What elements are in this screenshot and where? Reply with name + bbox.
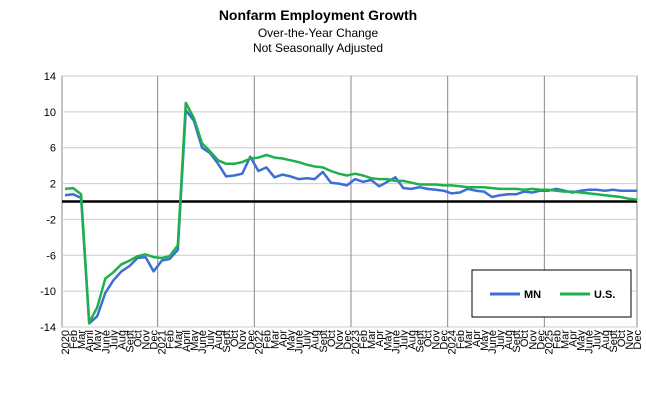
x-tick-label: Feb [551,330,563,349]
x-tick-label: June [487,330,499,354]
y-tick-label: 2 [50,179,56,191]
y-tick-label: 6 [50,143,56,155]
y-tick-label: -14 [40,322,56,334]
x-tick-label: Feb [165,330,177,349]
y-tick-label: -2 [46,214,56,226]
x-tick-label: Sept [511,330,523,353]
x-tick-label: Oct [229,330,241,347]
x-tick-label: Feb [455,330,467,349]
y-tick-label: -10 [40,286,56,298]
x-tick-label: July [205,330,217,350]
x-tick-label: Nov [237,330,249,350]
x-tick-label: Oct [616,330,628,347]
x-tick-label: May [92,330,104,351]
y-tick-label: -6 [46,250,56,262]
x-tick-label: Nov [334,330,346,350]
chart-title: Nonfarm Employment Growth [219,7,417,23]
x-tick-label: Dec [535,330,547,350]
x-tick-label: April [84,330,96,352]
x-tick-label: Nov [141,330,153,350]
x-tick-label: May [576,330,588,351]
x-tick-label: June [197,330,209,354]
legend-label: MN [524,289,541,301]
x-tick-label: Sept [318,330,330,353]
x-tick-label: Feb [261,330,273,349]
x-tick-label: Nov [624,330,636,350]
x-tick-label: May [189,330,201,351]
x-tick-label: Apr [471,330,483,347]
x-tick-label: Nov [527,330,539,350]
x-tick-label: Dec [149,330,161,350]
x-tick-label: Aug [600,330,612,350]
x-tick-label: May [479,330,491,351]
chart-subtitle: Over-the-Year Change [258,26,379,40]
series-line [64,101,638,324]
legend-label: U.S. [594,289,615,301]
x-tick-label: Sept [221,330,233,353]
x-tick-label: Dec [342,330,354,350]
x-tick-label: Aug [116,330,128,350]
x-tick-label: Sept [608,330,620,353]
x-tick-label: Mar [76,330,88,349]
x-tick-label: Aug [310,330,322,350]
x-tick-label: Sept [124,330,136,353]
x-tick-label: Oct [133,330,145,347]
x-tick-label: May [286,330,298,351]
x-tick-label: June [584,330,596,354]
x-tick-label: Feb [68,330,80,349]
x-tick-label: 2022 [253,330,265,354]
x-tick-label: Apr [278,330,290,347]
x-tick-label: July [108,330,120,350]
chart-subtitle: Not Seasonally Adjusted [253,41,383,55]
x-tick-label: June [294,330,306,354]
x-tick-label: May [382,330,394,351]
x-tick-label: Nov [431,330,443,350]
x-tick-label: Apr [374,330,386,347]
x-tick-label: Oct [326,330,338,347]
x-tick-label: Aug [213,330,225,350]
y-tick-label: 14 [44,71,56,83]
x-tick-label: Mar [463,330,475,349]
x-tick-label: Apr [568,330,580,347]
x-tick-label: Mar [366,330,378,349]
x-tick-label: 2025 [543,330,555,354]
x-tick-label: Aug [503,330,515,350]
x-tick-label: Aug [406,330,418,350]
x-tick-label: June [100,330,112,354]
x-tick-label: Dec [632,330,644,350]
x-tick-label: 2021 [157,330,169,354]
x-tick-label: Oct [423,330,435,347]
x-tick-label: 2020 [60,330,72,354]
x-tick-label: April [181,330,193,352]
x-tick-label: July [302,330,314,350]
legend: MN U.S. [471,269,632,318]
x-tick-label: Mar [269,330,281,349]
x-tick-label: Oct [519,330,531,347]
x-tick-label: 2024 [447,330,459,354]
x-tick-label: Dec [439,330,451,350]
x-tick-label: 2023 [350,330,362,354]
x-tick-label: Sept [414,330,426,353]
x-tick-label: July [495,330,507,350]
x-tick-label: Mar [173,330,185,349]
y-tick-label: 10 [44,107,56,119]
x-tick-label: July [592,330,604,350]
x-tick-label: Dec [245,330,257,350]
x-tick-label: Mar [559,330,571,349]
x-tick-label: July [398,330,410,350]
x-tick-label: Feb [358,330,370,349]
x-tick-label: June [390,330,402,354]
